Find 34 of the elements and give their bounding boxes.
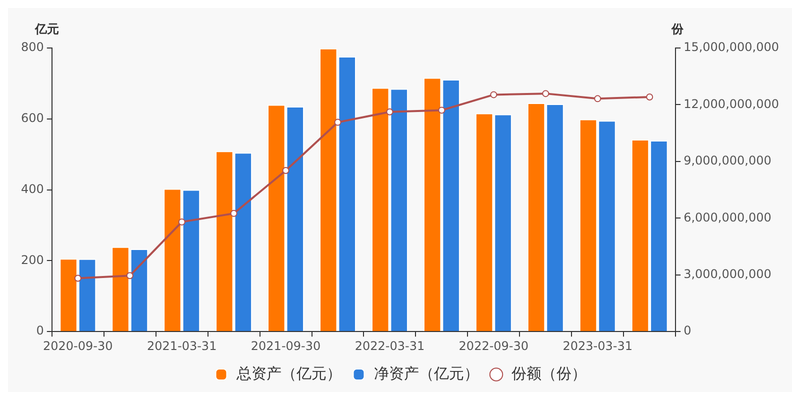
y2-tick-label: 9,000,000,000 xyxy=(684,154,772,168)
y2-tick-label: 6,000,000,000 xyxy=(684,210,772,224)
y-axis-title: 亿元 xyxy=(34,22,59,36)
y-tick-label: 800 xyxy=(21,40,44,54)
point xyxy=(386,108,394,116)
legend-label: 总资产（亿元） xyxy=(235,364,342,382)
y2-tick-label: 0 xyxy=(684,324,692,338)
y2-tick-label: 15,000,000,000 xyxy=(684,40,780,54)
legend-label: 净资产（亿元） xyxy=(374,364,479,382)
point xyxy=(74,274,82,282)
point xyxy=(230,210,238,217)
legend-label: 份额（份） xyxy=(511,364,586,382)
x-tick-label: 2020-09-30 xyxy=(43,338,113,353)
point xyxy=(334,118,342,126)
x-tick-label: 2021-09-30 xyxy=(250,338,321,353)
point xyxy=(542,90,550,98)
y2-tick-label: 12,000,000,000 xyxy=(684,96,780,111)
point xyxy=(126,272,134,280)
y-tick-label: 400 xyxy=(21,182,44,196)
x-tick-label: 2022-09-30 xyxy=(458,338,529,353)
point xyxy=(438,106,446,114)
y-tick-label: 200 xyxy=(21,252,44,267)
point xyxy=(490,91,498,98)
y2-tick-label: 3,000,000,000 xyxy=(684,267,772,282)
x-tick-label: 2022-03-31 xyxy=(354,338,425,353)
y-tick-label: 0 xyxy=(36,324,44,338)
point xyxy=(594,95,602,102)
x-tick-label: 2021-03-31 xyxy=(146,338,217,353)
x-tick-label: 2023-03-31 xyxy=(562,338,632,353)
y2-axis-title: 份 xyxy=(670,22,685,36)
point xyxy=(282,167,290,174)
point xyxy=(178,218,186,226)
point xyxy=(646,93,654,100)
y-tick-label: 600 xyxy=(21,111,44,126)
